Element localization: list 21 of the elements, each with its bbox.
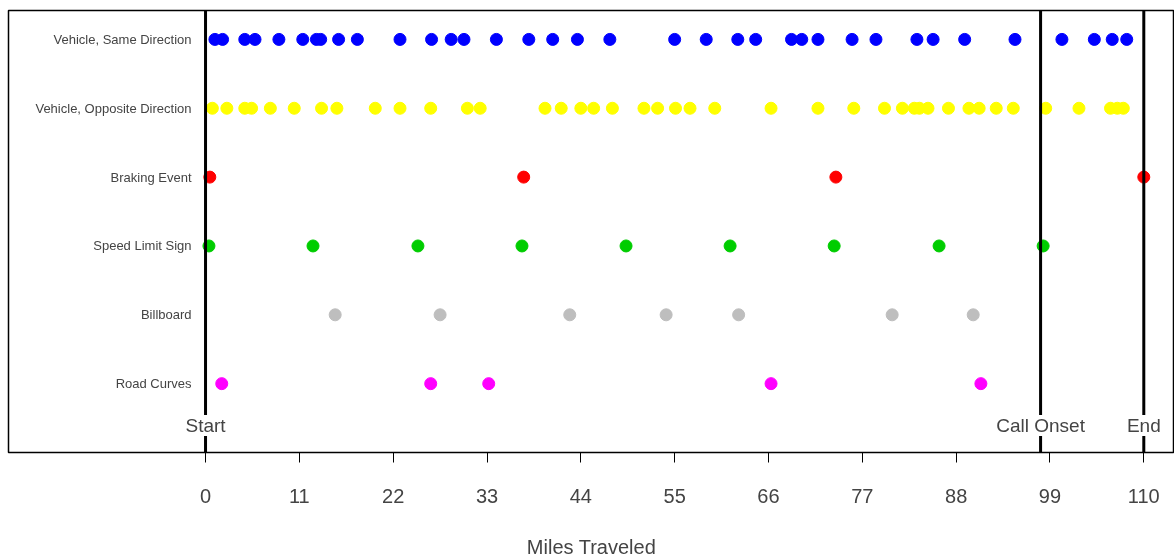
x-axis-title: Miles Traveled [526, 535, 656, 558]
x-tick-label: 66 [757, 484, 780, 507]
x-tick-label: 11 [288, 484, 310, 507]
y-tick-label: Vehicle, Same Direction [53, 31, 192, 47]
ref-line-label: Start [185, 415, 227, 436]
x-tick-label: 0 [199, 484, 212, 507]
x-tick-label: 99 [1038, 484, 1062, 507]
y-tick-label: Braking Event [110, 169, 192, 185]
x-tick-label: 88 [945, 484, 968, 507]
y-tick-label: Speed Limit Sign [93, 238, 192, 254]
y-tick-label: Vehicle, Opposite Direction [35, 100, 192, 116]
x-tick-label: 33 [475, 484, 499, 507]
x-tick-label: 44 [569, 484, 592, 507]
y-tick-label: Billboard [140, 307, 192, 323]
y-tick-label: Road Curves [115, 376, 193, 392]
ref-line-label: End [1126, 415, 1161, 436]
x-tick-label: 22 [382, 484, 405, 507]
x-tick-label: 110 [1127, 484, 1160, 507]
x-tick-label: 55 [663, 484, 686, 507]
x-tick-label: 77 [851, 484, 874, 507]
ref-line-label: Call Onset [996, 415, 1086, 436]
